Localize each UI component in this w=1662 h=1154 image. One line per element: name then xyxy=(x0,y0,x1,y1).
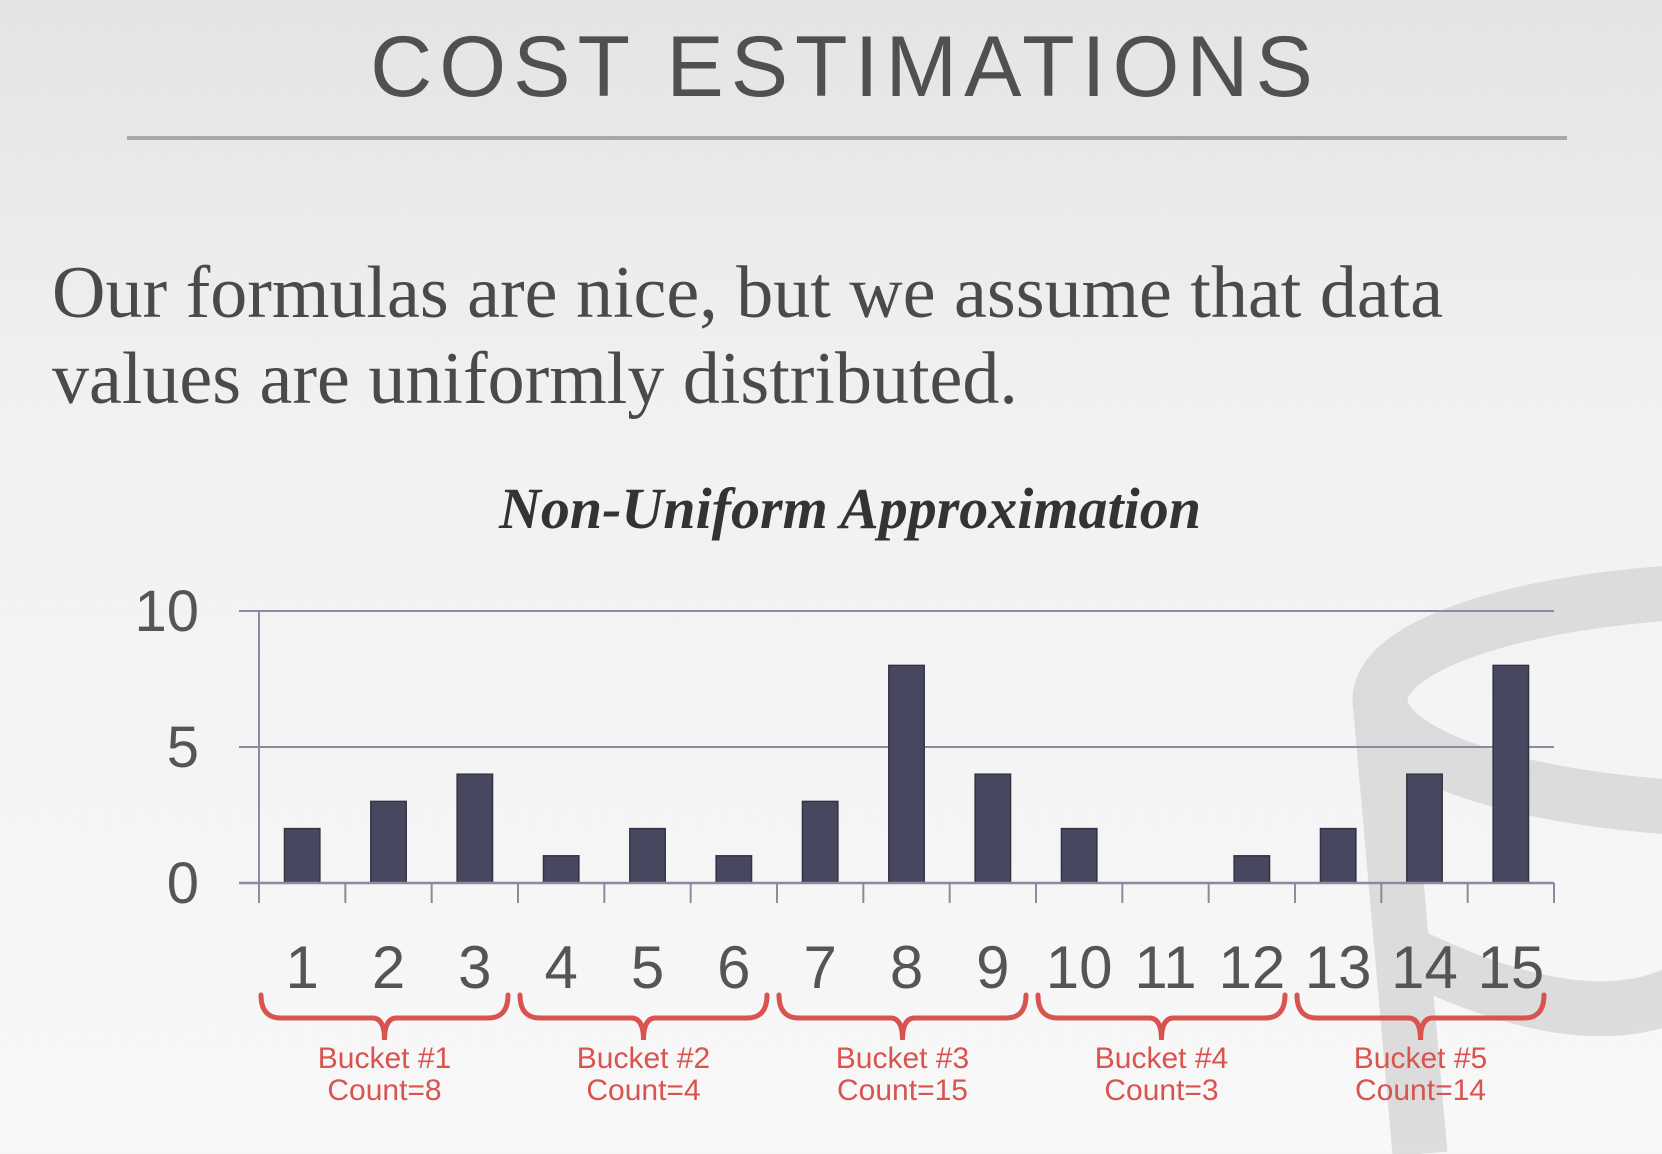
histogram-bar xyxy=(888,664,925,884)
x-tick-label: 14 xyxy=(1391,934,1458,1001)
x-tick-label: 9 xyxy=(976,934,1009,1001)
histogram-bar xyxy=(1060,827,1098,884)
bucket-brace xyxy=(1294,992,1547,1041)
histogram-bar xyxy=(1319,827,1357,884)
histogram-bar xyxy=(801,800,839,884)
histogram-bar xyxy=(1492,664,1530,884)
x-tick-label: 4 xyxy=(544,934,577,1001)
y-tick-label: 0 xyxy=(167,851,199,916)
bucket-name: Bucket #2 xyxy=(577,1042,710,1075)
x-tick-label: 7 xyxy=(803,934,836,1001)
chart-title: Non-Uniform Approximation xyxy=(498,476,1201,541)
histogram-bar xyxy=(1406,773,1443,884)
histogram-bar xyxy=(629,827,666,884)
bucket-brace xyxy=(517,992,770,1041)
x-tick-label: 2 xyxy=(372,934,405,1001)
bucket-brace xyxy=(1035,992,1288,1041)
histogram-bar xyxy=(974,773,1012,884)
x-tick-label: 1 xyxy=(285,934,318,1001)
bucket-count: Count=3 xyxy=(1104,1074,1218,1107)
bucket-brace xyxy=(258,992,511,1041)
bucket-count: Count=14 xyxy=(1355,1074,1486,1107)
body-line-2: values are uniformly distributed. xyxy=(52,338,1018,420)
x-tick-label: 6 xyxy=(717,934,750,1001)
x-tick-label: 5 xyxy=(631,934,664,1001)
x-tick-label: 10 xyxy=(1046,934,1113,1001)
x-tick-label: 15 xyxy=(1477,934,1544,1001)
bucket-count: Count=4 xyxy=(586,1074,700,1107)
bucket-name: Bucket #1 xyxy=(318,1042,451,1075)
bucket-brace xyxy=(776,992,1029,1041)
histogram-bar xyxy=(456,773,494,884)
body-line-1: Our formulas are nice, but we assume tha… xyxy=(52,252,1444,334)
histogram-bar xyxy=(370,800,407,884)
x-tick-label: 8 xyxy=(890,934,923,1001)
title-divider xyxy=(127,136,1567,140)
x-tick-label: 3 xyxy=(458,934,491,1001)
histogram-bar xyxy=(715,855,753,884)
histogram-bar xyxy=(283,827,321,884)
histogram-bar xyxy=(1233,855,1271,884)
y-tick-label: 10 xyxy=(134,579,199,644)
body-text: Our formulas are nice, but we assume tha… xyxy=(52,250,1612,422)
slide-title: COST ESTIMATIONS xyxy=(370,19,1320,115)
bucket-name: Bucket #5 xyxy=(1354,1042,1487,1075)
bucket-count: Count=8 xyxy=(327,1074,441,1107)
x-tick-label: 11 xyxy=(1134,934,1196,1001)
x-tick-label: 13 xyxy=(1305,934,1372,1001)
histogram-bar xyxy=(542,855,580,884)
bucket-count: Count=15 xyxy=(837,1074,968,1107)
bucket-name: Bucket #4 xyxy=(1095,1042,1228,1075)
x-tick-label: 12 xyxy=(1218,934,1285,1001)
y-tick-label: 5 xyxy=(167,715,199,780)
bucket-name: Bucket #3 xyxy=(836,1042,969,1075)
